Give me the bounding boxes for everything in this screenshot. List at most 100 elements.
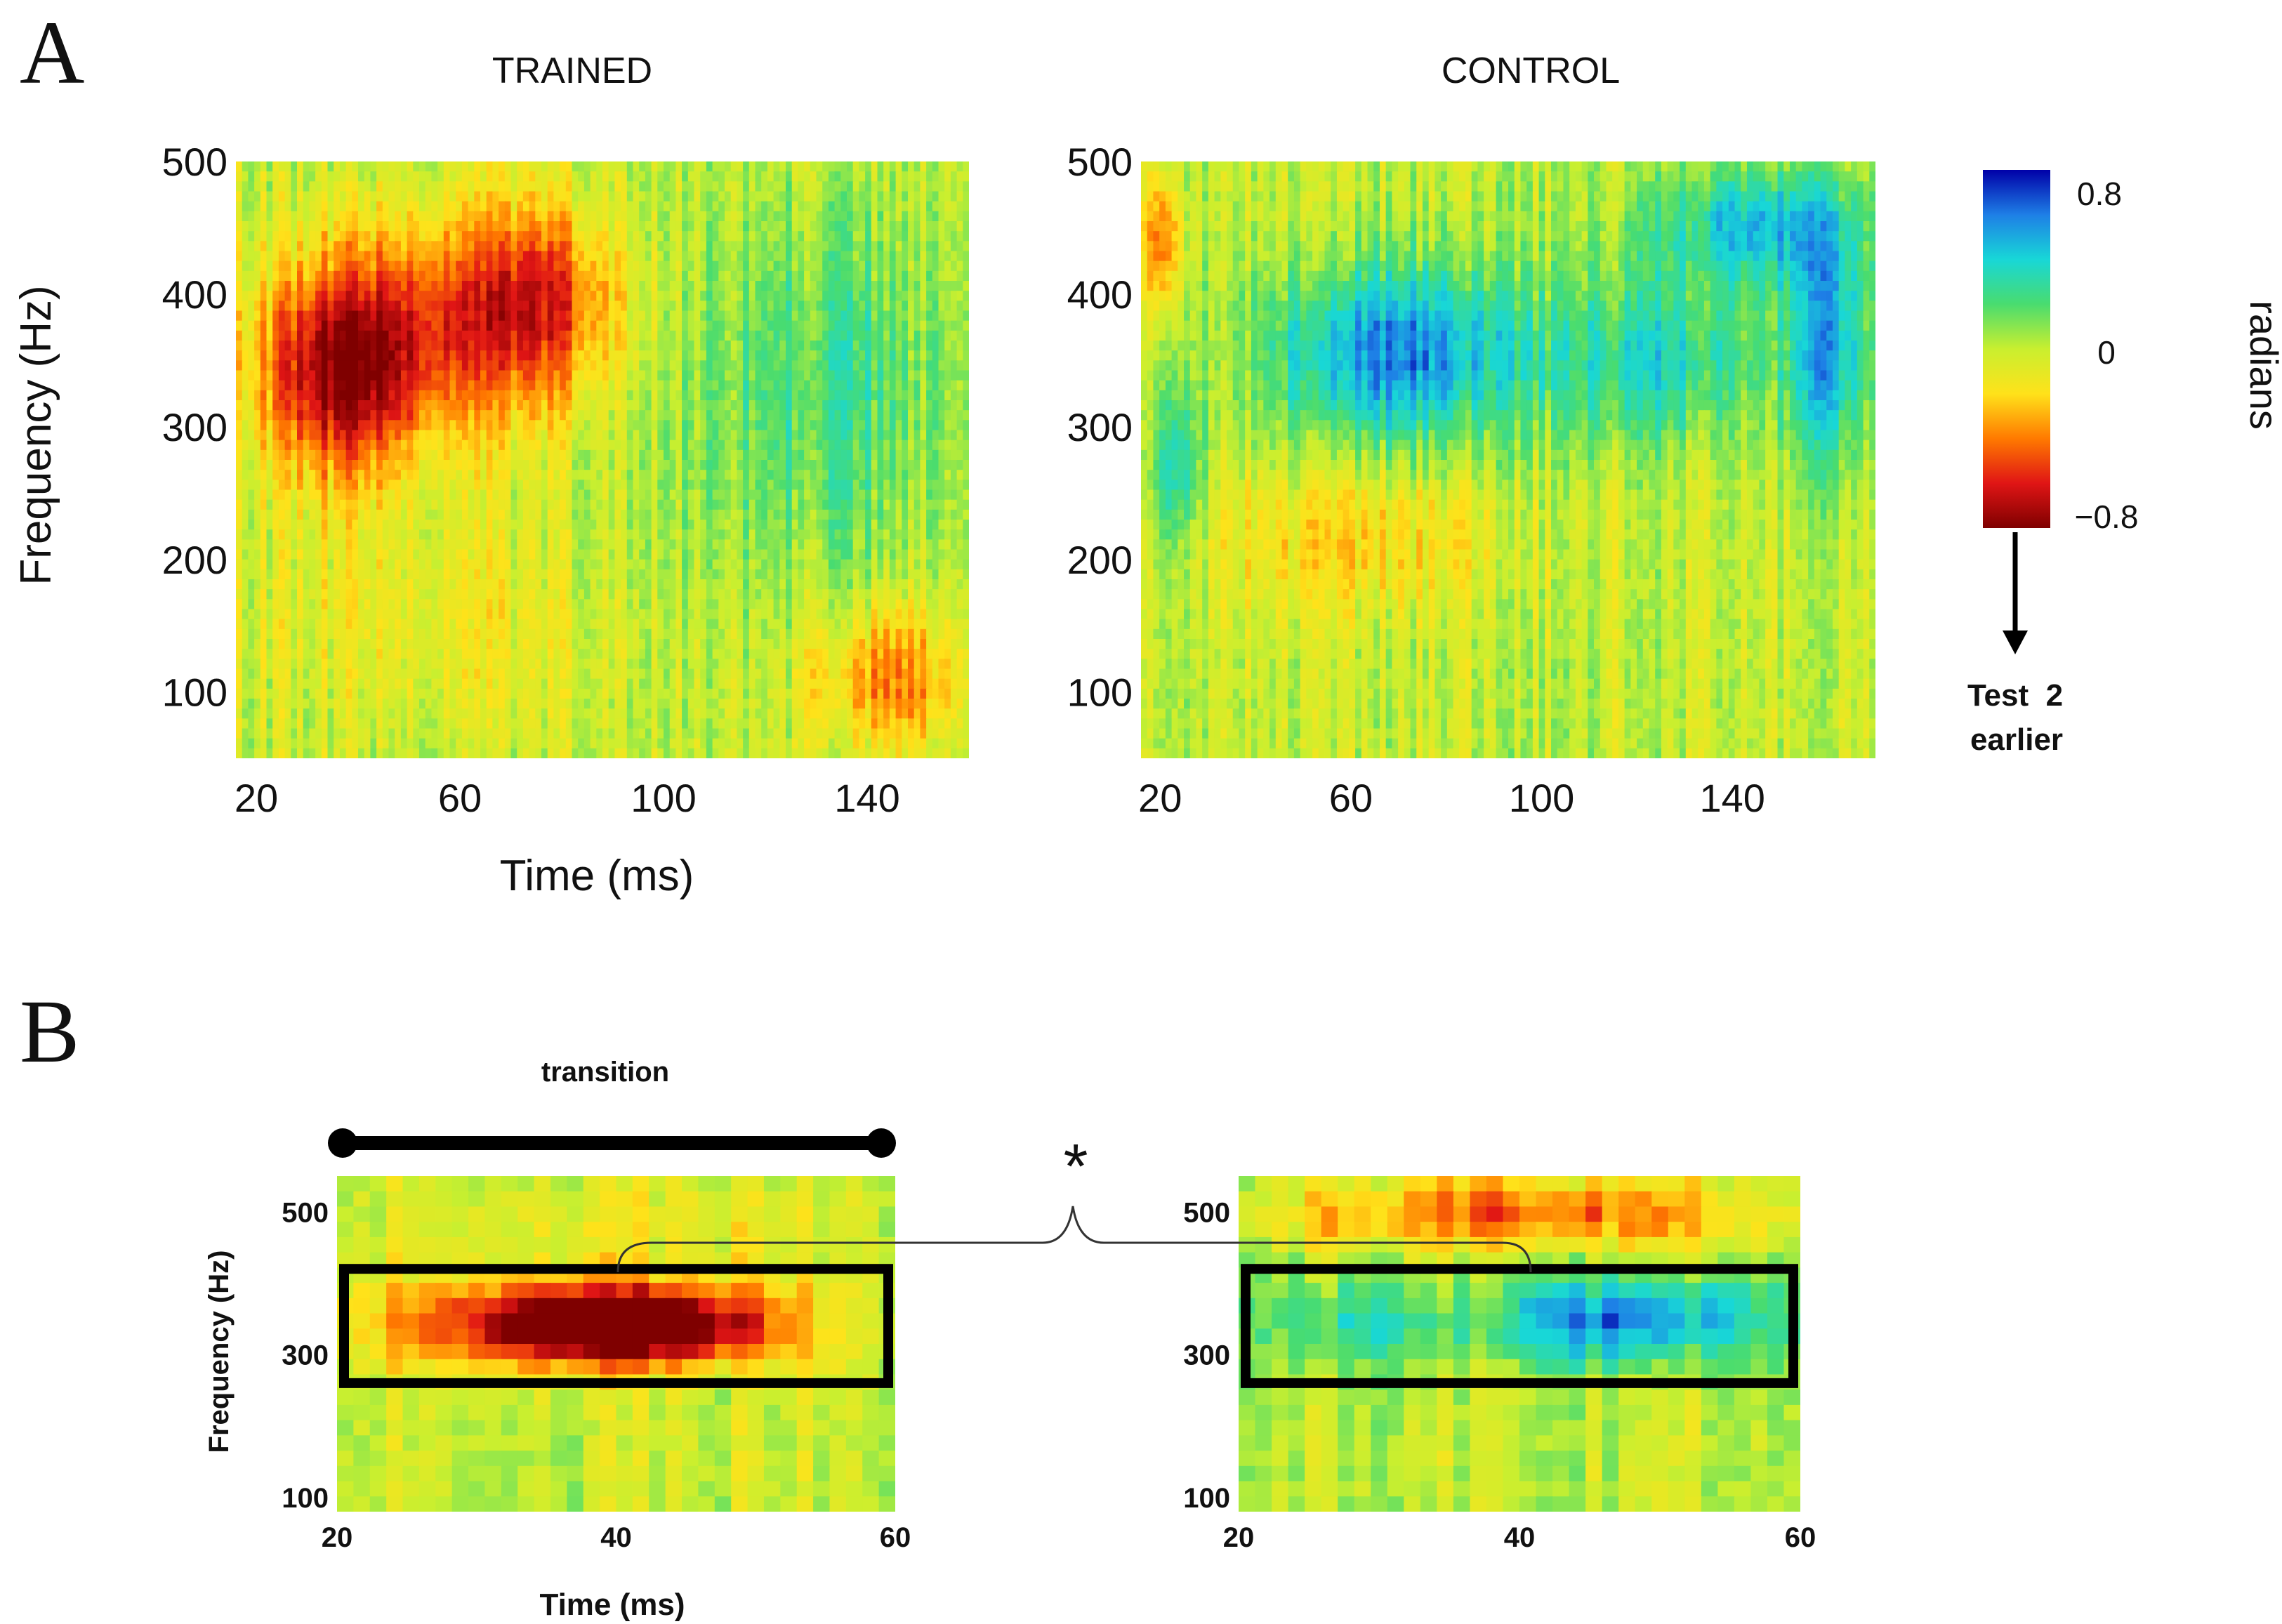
heatmap-cell (847, 241, 854, 252)
heatmap-cell (590, 281, 598, 291)
heatmap-cell (339, 569, 347, 580)
heatmap-cell (639, 529, 646, 541)
heatmap-cell (748, 489, 756, 501)
heatmap-cell (254, 470, 261, 481)
heatmap-cell (590, 499, 598, 510)
heatmap-cell (529, 320, 536, 331)
heatmap-cell (816, 380, 823, 391)
heatmap-cell (260, 460, 268, 470)
heatmap-cell (395, 201, 402, 212)
heatmap-cell (480, 539, 487, 550)
heatmap-cell (786, 529, 793, 541)
heatmap-cell (669, 420, 677, 431)
heatmap-cell (572, 231, 579, 242)
heatmap-cell (572, 440, 579, 451)
heatmap-cell (345, 559, 353, 570)
heatmap-cell (914, 310, 921, 322)
heatmap-cell (315, 430, 322, 441)
heatmap-cell (657, 420, 664, 431)
heatmap-cell (810, 231, 817, 242)
heatmap-cell (425, 470, 433, 481)
heatmap-cell (730, 360, 738, 371)
heatmap-cell (700, 330, 707, 341)
heatmap-cell (712, 301, 720, 312)
heatmap-cell (376, 260, 383, 272)
heatmap-cell (767, 201, 774, 212)
heatmap-cell (565, 449, 573, 461)
heatmap-cell (413, 430, 420, 441)
heatmap-cell (474, 270, 481, 282)
heatmap-cell (352, 390, 359, 401)
heatmap-cell (645, 320, 652, 331)
heatmap-cell (730, 460, 738, 470)
heatmap-cell (871, 291, 878, 302)
heatmap-cell (321, 301, 329, 312)
heatmap-cell (730, 380, 738, 391)
heatmap-cell (889, 400, 897, 411)
heatmap-cell (596, 380, 603, 391)
heatmap-cell (633, 400, 640, 411)
heatmap-cell (743, 470, 750, 481)
heatmap-cell (840, 420, 847, 431)
heatmap-cell (718, 380, 725, 391)
heatmap-cell (626, 380, 634, 391)
heatmap-cell (706, 520, 713, 530)
heatmap-cell (468, 549, 475, 560)
heatmap-cell (339, 370, 347, 381)
heatmap-cell (364, 499, 371, 510)
heatmap-cell (920, 390, 927, 401)
heatmap-cell (889, 489, 897, 501)
heatmap-cell (687, 420, 695, 431)
heatmap-cell (712, 380, 720, 391)
heatmap-cell (474, 549, 481, 560)
heatmap-cell (242, 380, 249, 391)
heatmap-cell (248, 251, 255, 262)
heatmap-cell (608, 400, 616, 411)
heatmap-cell (786, 221, 793, 232)
heatmap-cell (834, 370, 842, 381)
heatmap-cell (583, 211, 591, 222)
heatmap-cell (895, 231, 903, 242)
heatmap-cell (950, 281, 958, 291)
heatmap-cell (260, 489, 268, 501)
heatmap-cell (883, 181, 890, 192)
heatmap-cell (840, 191, 847, 202)
heatmap-cell (541, 559, 548, 570)
heatmap-cell (553, 341, 560, 351)
heatmap-cell (950, 529, 958, 541)
heatmap-cell (407, 400, 414, 411)
heatmap-cell (517, 569, 524, 580)
heatmap-cell (260, 350, 268, 362)
heatmap-cell (871, 410, 878, 421)
heatmap-cell (303, 161, 310, 172)
heatmap-cell (345, 470, 353, 481)
heatmap-cell (725, 211, 732, 222)
heatmap-cell (395, 559, 402, 570)
heatmap-cell (694, 270, 701, 282)
heatmap-cell (272, 320, 279, 331)
heatmap-cell (852, 400, 860, 411)
heatmap-cell (938, 221, 945, 232)
heatmap-cell (822, 549, 829, 560)
heatmap-cell (865, 350, 872, 362)
heatmap-cell (242, 350, 249, 362)
heatmap-cell (908, 320, 915, 331)
heatmap-cell (443, 341, 451, 351)
heatmap-cell (334, 529, 341, 541)
heatmap-cell (327, 559, 334, 570)
heatmap-cell (932, 449, 939, 461)
heatmap-cell (865, 430, 872, 441)
heatmap-cell (431, 251, 438, 262)
heatmap-cell (706, 360, 713, 371)
heatmap-cell (725, 539, 732, 550)
heatmap-cell (822, 241, 829, 252)
heatmap-cell (547, 520, 555, 530)
heatmap-cell (786, 499, 793, 510)
heatmap-cell (541, 380, 548, 391)
heatmap-cell (767, 380, 774, 391)
heatmap-cell (840, 251, 847, 262)
heatmap-cell (963, 520, 969, 530)
heatmap-cell (791, 370, 799, 381)
heatmap-cell (553, 480, 560, 491)
heatmap-cell (315, 559, 322, 570)
